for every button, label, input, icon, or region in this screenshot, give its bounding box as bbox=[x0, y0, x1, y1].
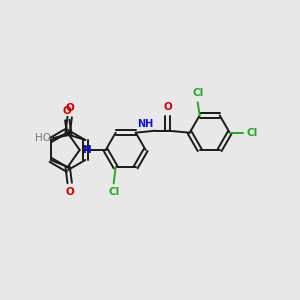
Text: O: O bbox=[163, 102, 172, 112]
Text: O: O bbox=[65, 187, 74, 197]
Text: HO: HO bbox=[35, 133, 51, 143]
Text: Cl: Cl bbox=[108, 187, 119, 197]
Text: N: N bbox=[83, 145, 92, 155]
Text: Cl: Cl bbox=[192, 88, 203, 98]
Text: NH: NH bbox=[138, 119, 154, 129]
Text: O: O bbox=[65, 103, 74, 113]
Text: O: O bbox=[63, 106, 72, 116]
Text: Cl: Cl bbox=[247, 128, 258, 138]
